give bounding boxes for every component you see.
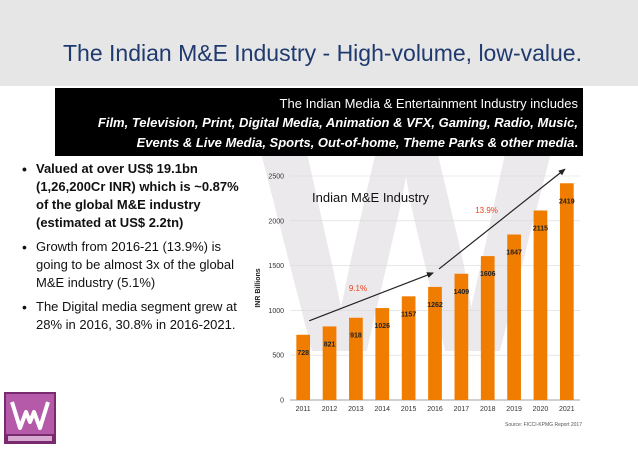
cagr-label: 9.1%: [349, 284, 367, 293]
x-tick-label: 2011: [296, 406, 311, 413]
y-tick-label: 0: [280, 398, 284, 405]
banner-line-2: Film, Television, Print, Digital Media, …: [97, 115, 578, 130]
bullet-valuation: Valued at over US$ 19.1bn (1,26,200Cr IN…: [22, 160, 252, 232]
data-label-2019: 1847: [506, 250, 522, 257]
x-tick-label: 2017: [454, 406, 470, 413]
data-label-2013: 918: [350, 333, 362, 340]
bullet-growth: Growth from 2016-21 (13.9%) is going to …: [22, 238, 252, 292]
bar-2011: [296, 334, 311, 400]
data-label-2015: 1157: [401, 311, 416, 318]
banner-line-3-text: Events & Live Media, Sports, Out-of-home…: [136, 135, 575, 150]
w-logo-icon: [4, 392, 56, 444]
cagr-arrow: [308, 272, 434, 322]
x-tick-label: 2013: [348, 406, 364, 413]
bar-2019: [507, 234, 521, 400]
data-label-2016: 1262: [427, 302, 443, 309]
bar-2016: [428, 286, 442, 400]
data-label-2011: 728: [297, 350, 309, 357]
cagr-arrow: [438, 168, 566, 270]
x-tick-label: 2014: [374, 406, 390, 413]
x-tick-label: 2015: [401, 406, 417, 413]
y-axis-label: INR Billions: [255, 268, 262, 307]
bar-2017: [454, 273, 469, 400]
y-tick-label: 500: [272, 353, 284, 360]
x-tick-label: 2012: [322, 406, 338, 413]
data-label-2017: 1409: [454, 289, 470, 296]
chart-title: Indian M&E Industry: [312, 190, 430, 205]
bar-chart: 0 500 1000 1500 2000 2500 728 821 918 1026 1157 12…: [255, 168, 580, 413]
data-label-2014: 1026: [374, 323, 390, 330]
data-label-2021: 2419: [559, 198, 575, 205]
cagr-label: 13.9%: [475, 206, 498, 215]
x-tick-label: 2020: [533, 406, 549, 413]
y-tick-label: 1000: [268, 308, 284, 315]
industry-banner: The Indian Media & Entertainment Industr…: [55, 88, 583, 156]
x-tick-label: 2018: [480, 406, 496, 413]
bar-2015: [401, 296, 416, 400]
x-tick-label: 2019: [506, 406, 522, 413]
slide-title: The Indian M&E Industry - High-volume, l…: [63, 40, 582, 66]
y-tick-label: 1500: [268, 263, 284, 270]
data-label-2018: 1606: [480, 271, 496, 278]
bar-2021: [559, 183, 574, 400]
x-tick-label: 2021: [559, 406, 575, 413]
x-tick-label: 2016: [427, 406, 443, 413]
y-tick-label: 2500: [268, 174, 284, 181]
banner-line-3-period: .: [574, 135, 578, 150]
banner-line-3: Events & Live Media, Sports, Out-of-home…: [55, 133, 578, 153]
bar-2018: [480, 256, 495, 400]
source-note: Source: FICCI-KPMG Report 2017: [505, 422, 582, 428]
title-bar: The Indian M&E Industry - High-volume, l…: [0, 0, 638, 86]
bar-2013: [349, 317, 363, 400]
banner-line-1: The Indian Media & Entertainment Industr…: [279, 96, 578, 111]
bullet-list: Valued at over US$ 19.1bn (1,26,200Cr IN…: [22, 160, 252, 340]
y-tick-label: 2000: [268, 218, 284, 225]
bar-2012: [322, 326, 337, 400]
data-label-2020: 2115: [533, 225, 548, 232]
bullet-digital: The Digital media segment grew at 28% in…: [22, 298, 252, 334]
bar-2014: [375, 308, 390, 400]
bar-2020: [533, 210, 548, 400]
data-label-2012: 821: [324, 341, 336, 348]
